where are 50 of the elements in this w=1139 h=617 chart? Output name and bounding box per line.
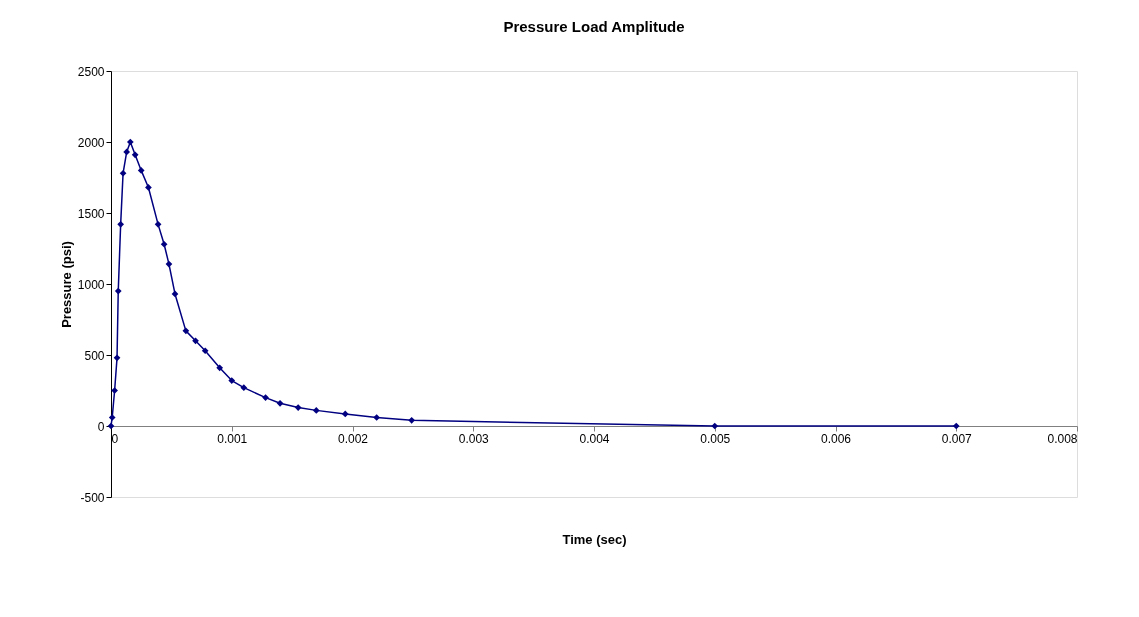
point — [312, 407, 320, 414]
x-tick-label: 0.006 — [820, 431, 852, 446]
point — [294, 404, 302, 411]
point — [123, 148, 131, 156]
point — [216, 364, 224, 372]
point — [408, 416, 416, 424]
point — [171, 290, 179, 298]
point — [262, 394, 269, 401]
x-tick-label: 0 — [111, 431, 119, 446]
point — [131, 151, 139, 159]
y-tick-label: 1500 — [77, 206, 105, 221]
point — [108, 414, 116, 421]
point — [145, 184, 152, 191]
y-tick-label: 500 — [84, 348, 105, 363]
y-tick-label: 2000 — [77, 135, 105, 150]
point — [126, 138, 134, 146]
point — [341, 410, 349, 418]
y-axis-title: Pressure (psi) — [58, 241, 74, 328]
point — [154, 221, 162, 228]
point — [711, 422, 719, 430]
point — [228, 377, 236, 384]
point — [240, 384, 248, 392]
x-axis-title: Time (sec) — [562, 531, 627, 547]
y-tick-label: -500 — [80, 490, 105, 505]
point — [952, 422, 960, 430]
point — [373, 414, 380, 421]
point — [201, 347, 209, 355]
point — [113, 354, 121, 362]
x-tick-label: 0.005 — [700, 431, 731, 446]
point — [276, 399, 284, 407]
y-tick-label: 1000 — [77, 277, 105, 292]
point — [114, 287, 122, 295]
y-tick-label: 2500 — [77, 64, 105, 79]
point — [107, 422, 115, 430]
point — [182, 327, 190, 335]
x-tick-label: 0.001 — [217, 431, 248, 446]
x-tick-label: 0.004 — [579, 431, 610, 446]
point — [117, 221, 125, 228]
point — [137, 167, 145, 174]
x-tick-label: 0.002 — [337, 431, 369, 446]
x-tick-label: 0.003 — [458, 431, 490, 446]
point — [165, 260, 173, 268]
y-tick-label: 0 — [97, 419, 105, 434]
x-tick-label: 0.007 — [941, 431, 973, 446]
x-tick-label: 0.008 — [1047, 431, 1078, 446]
point — [192, 337, 199, 345]
point — [119, 169, 127, 177]
point — [111, 387, 118, 394]
chart-title: Pressure Load Amplitude — [503, 18, 685, 35]
point — [160, 240, 168, 248]
